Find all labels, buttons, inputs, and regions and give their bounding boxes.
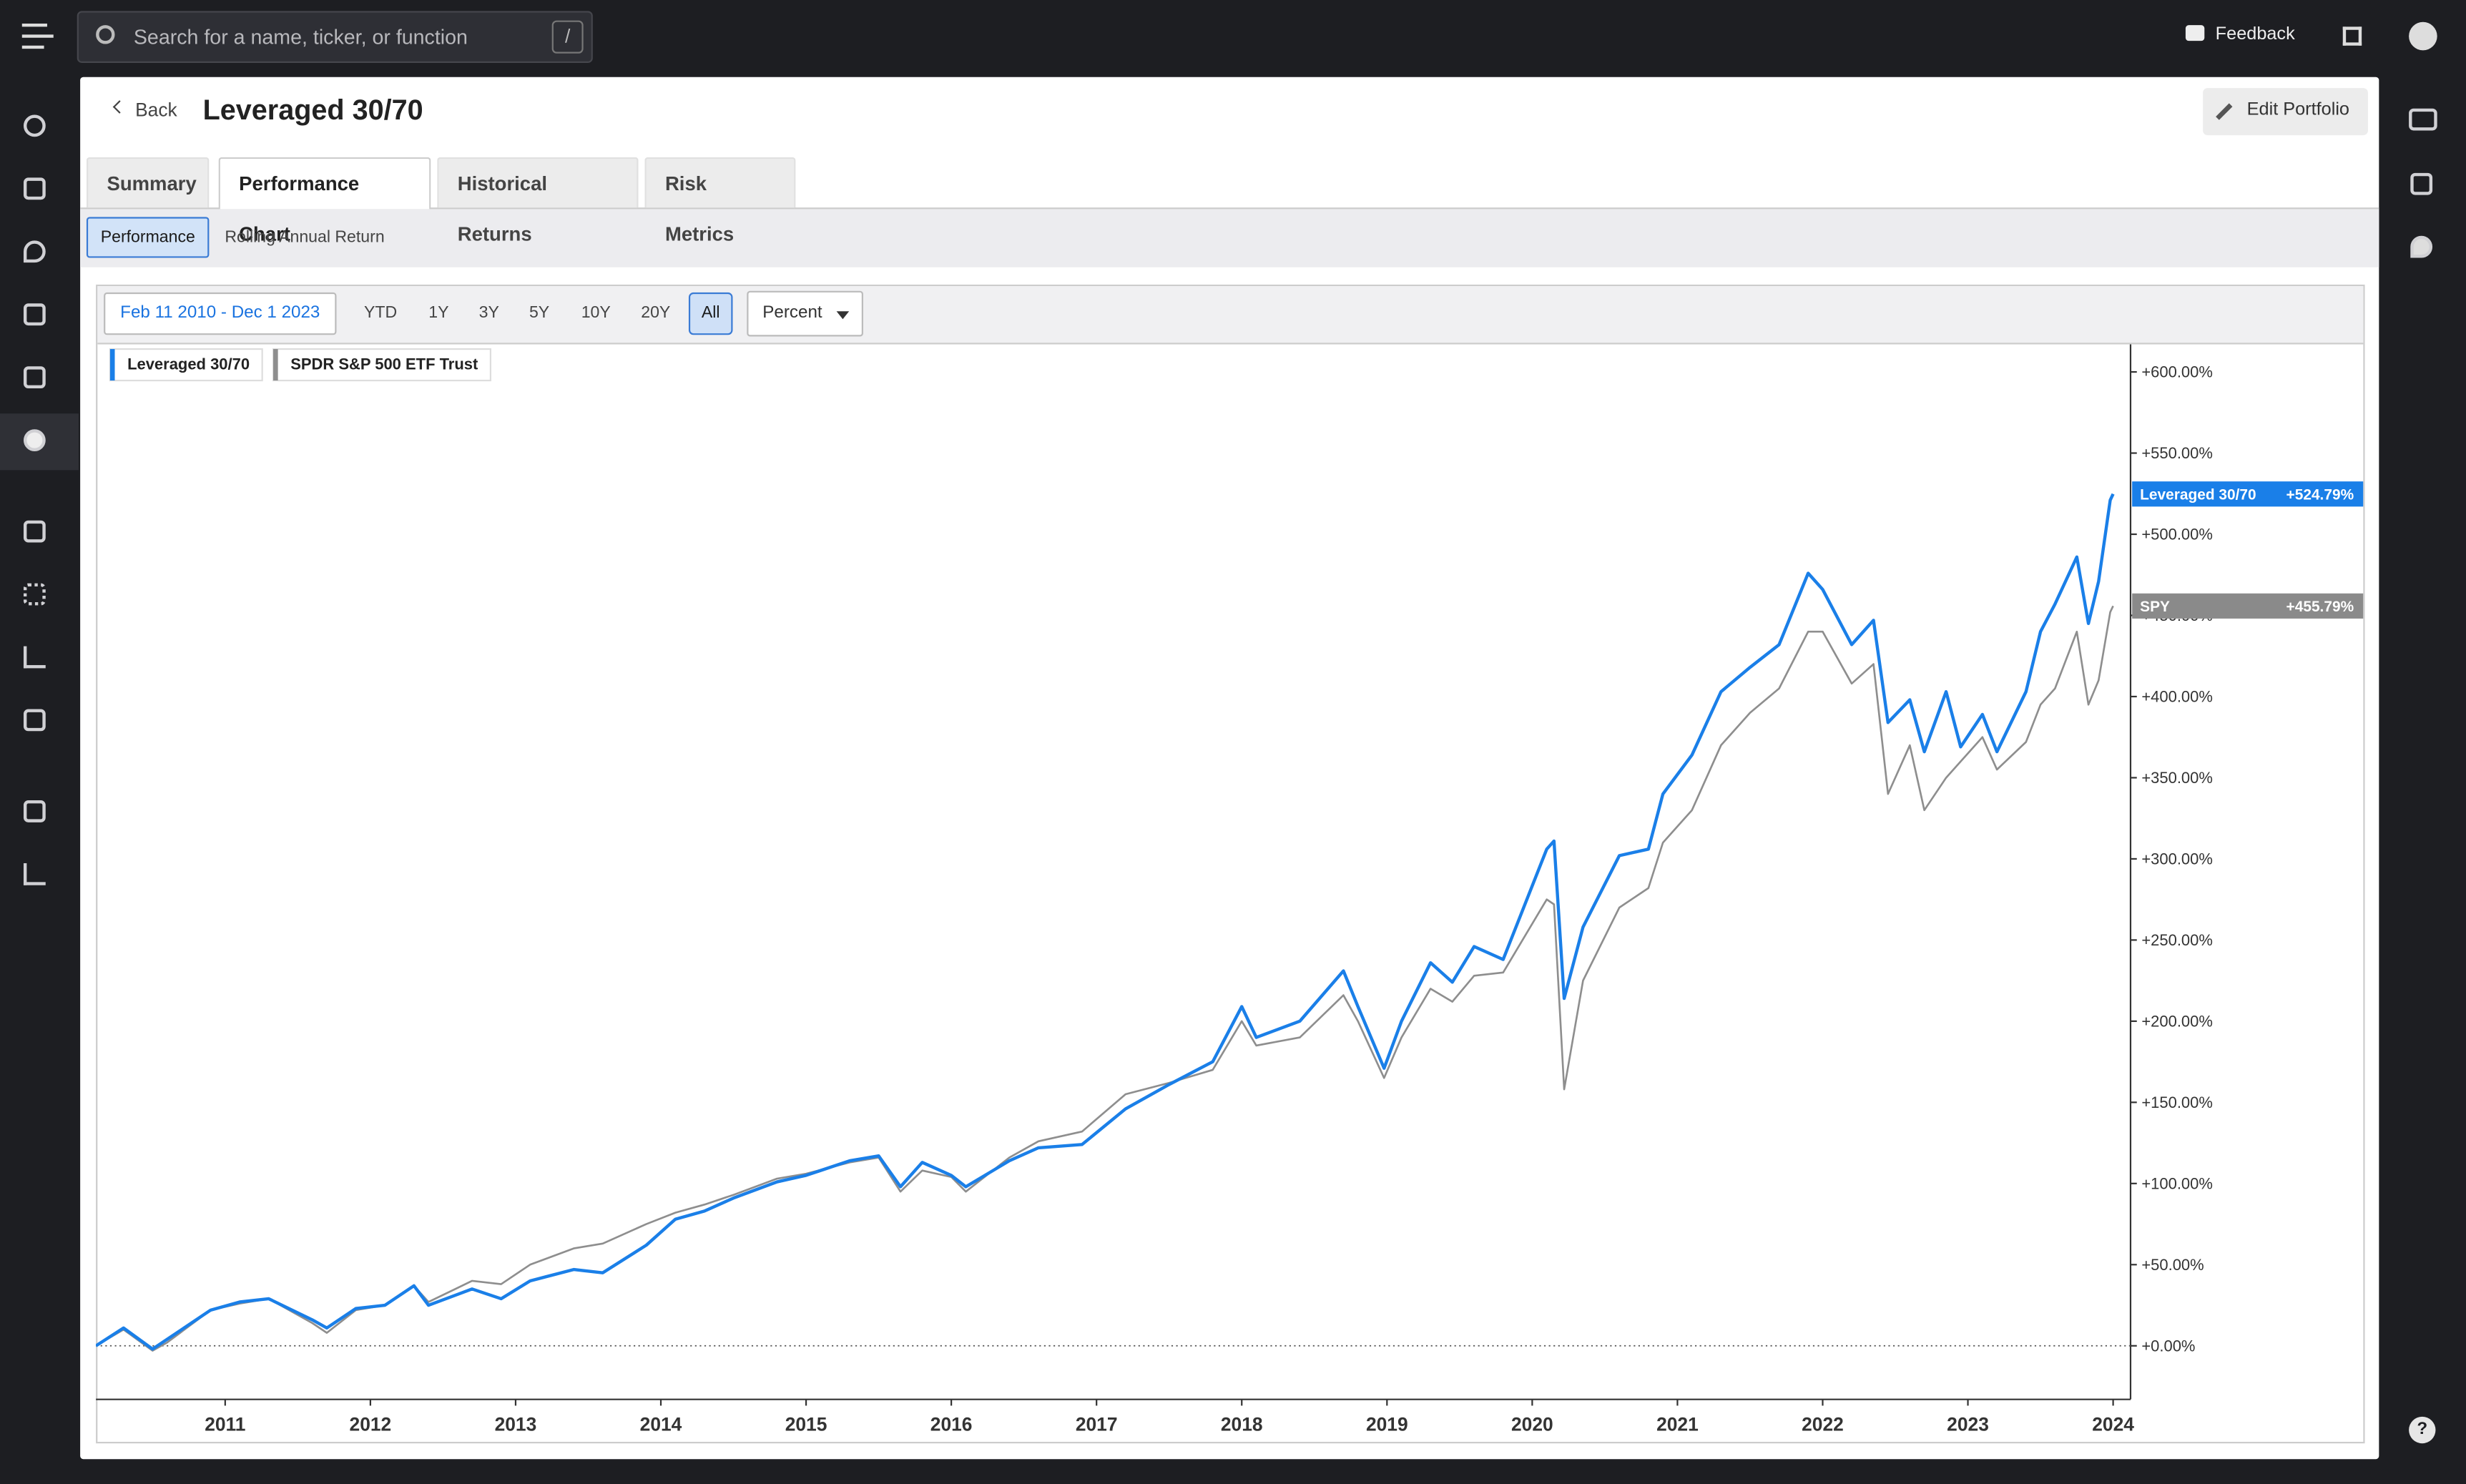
menu-icon[interactable] [21, 21, 57, 52]
x-tick-label: 2016 [930, 1414, 973, 1435]
legend-item: Leveraged 30/70 [109, 348, 263, 382]
end-tag [2132, 481, 2364, 507]
series-line [96, 493, 2115, 1351]
y-tick-label: +250.00% [2141, 931, 2213, 949]
edit-label: Edit Portfolio [2246, 100, 2350, 120]
period-button[interactable]: 5Y [529, 303, 550, 323]
subtab[interactable]: Rolling Annual Return [225, 227, 385, 247]
x-tick-label: 2023 [1947, 1414, 1989, 1435]
period-button[interactable]: 1Y [428, 303, 449, 323]
chart-container [96, 284, 2365, 1444]
nav-icon[interactable] [23, 240, 46, 263]
back-button[interactable]: Back [135, 99, 177, 122]
legend-box [272, 348, 492, 382]
end-tag [2132, 593, 2364, 619]
search-placeholder: Search for a name, ticker, or function [133, 25, 468, 49]
y-tick-label: +300.00% [2141, 850, 2213, 868]
x-tick-label: 2014 [640, 1414, 682, 1435]
search-box[interactable]: Search for a name, ticker, or function / [77, 11, 593, 63]
dropdown-arrow [836, 311, 850, 320]
nav-icon[interactable] [23, 429, 46, 451]
y-tick-label: +150.00% [2141, 1094, 2213, 1111]
y-tick-label: +550.00% [2141, 444, 2213, 462]
end-tag-name: Leveraged 30/70 [2140, 486, 2256, 503]
search-icon [96, 25, 115, 44]
y-tick-label: +100.00% [2141, 1175, 2213, 1193]
nav-icon[interactable] [23, 177, 46, 200]
nav-icon[interactable] [23, 520, 46, 543]
nav-icon[interactable] [23, 800, 46, 822]
x-tick-label: 2022 [1802, 1414, 1844, 1435]
nav-icon[interactable] [23, 646, 46, 669]
x-tick-label: 2020 [1511, 1414, 1553, 1435]
page-title: Leveraged 30/70 [202, 94, 423, 126]
x-tick-label: 2021 [1656, 1414, 1699, 1435]
feedback-button[interactable]: Feedback [2215, 25, 2295, 44]
chart: +0.00% +50.00% +100.00% +150.00% +200.00% +25… [96, 344, 2364, 1435]
end-tag-value: +524.79% [2286, 486, 2354, 503]
unit-label: Percent [762, 303, 822, 323]
unit-select[interactable]: Percent [747, 290, 863, 337]
date-range[interactable]: Feb 11 2010 - Dec 1 2023 [104, 292, 337, 335]
nav-icon[interactable] [23, 114, 46, 137]
x-tick-label: 2024 [2092, 1414, 2134, 1435]
legend-swatch [273, 349, 278, 381]
x-tick-label: 2015 [785, 1414, 827, 1435]
subtab[interactable]: Performance [86, 217, 210, 258]
help-button[interactable]: ? [2409, 1416, 2436, 1444]
nav-icon[interactable] [23, 366, 46, 389]
legend-label: Leveraged 30/70 [127, 355, 250, 373]
y-tick-label: +500.00% [2141, 526, 2213, 544]
y-tick-label: +0.00% [2141, 1337, 2195, 1355]
x-tick-label: 2012 [350, 1414, 392, 1435]
profile-icon[interactable] [2409, 21, 2437, 51]
nav-icon[interactable] [23, 863, 46, 885]
y-tick-label: +400.00% [2141, 688, 2213, 706]
feedback-icon [2185, 25, 2205, 41]
edit-portfolio-button[interactable]: Edit Portfolio [2203, 88, 2368, 136]
nav-icon[interactable] [23, 583, 46, 606]
y-tick-label: +200.00% [2141, 1013, 2213, 1031]
x-tick-label: 2018 [1221, 1414, 1263, 1435]
y-tick-label: +50.00% [2141, 1256, 2204, 1274]
nav-icon[interactable] [23, 709, 46, 732]
legend-item: SPDR S&P 500 ETF Trust [272, 348, 492, 382]
series-line [96, 605, 2114, 1352]
fullscreen-icon[interactable] [2342, 26, 2362, 46]
x-tick-label: 2013 [495, 1414, 537, 1435]
period-button[interactable]: YTD [363, 303, 398, 323]
y-tick-label: +350.00% [2141, 769, 2213, 787]
side-icon[interactable] [2410, 172, 2433, 195]
tab[interactable]: Risk Metrics [644, 157, 796, 245]
period-button[interactable]: 20Y [641, 303, 671, 323]
x-tick-label: 2017 [1076, 1414, 1118, 1435]
period-button[interactable]: All [688, 292, 733, 335]
tab[interactable]: Historical Returns [437, 157, 639, 245]
legend-box [109, 348, 263, 382]
end-tag-name: SPY [2140, 599, 2170, 615]
nav-icon[interactable] [23, 303, 46, 326]
toolbar [97, 286, 2364, 345]
subtab-bar [80, 207, 2379, 267]
side-icon[interactable] [2410, 235, 2433, 258]
period-button[interactable]: 10Y [581, 303, 611, 323]
period-button[interactable]: 3Y [478, 303, 499, 323]
end-tag-value: +455.79% [2286, 599, 2354, 615]
search-shortcut: / [551, 20, 584, 54]
x-tick-label: 2011 [205, 1414, 245, 1435]
tab[interactable]: Performance Chart [218, 157, 431, 245]
legend-swatch [109, 349, 115, 381]
back-icon [112, 100, 127, 114]
x-tick-label: 2019 [1366, 1414, 1408, 1435]
y-tick-label: +600.00% [2141, 363, 2213, 381]
edit-icon [2216, 103, 2233, 120]
side-icon[interactable] [2409, 108, 2437, 131]
legend-label: SPDR S&P 500 ETF Trust [290, 355, 478, 373]
tab[interactable]: Summary [86, 157, 210, 208]
